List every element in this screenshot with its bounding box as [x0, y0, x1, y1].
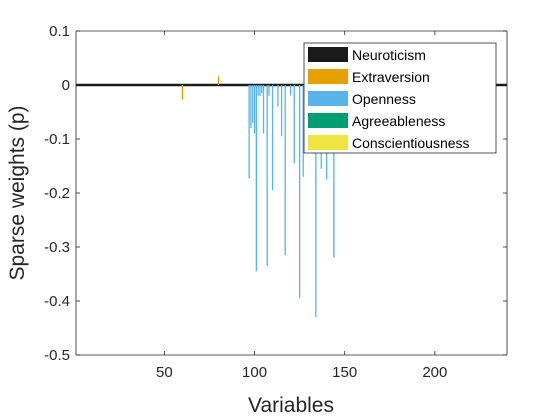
legend-label-conscientiousness: Conscientiousness: [352, 135, 470, 151]
y-tick-label: -0.2: [44, 185, 70, 202]
y-axis-label: Sparse weights (p): [6, 105, 29, 280]
y-axis-ticks: 0.1 0 -0.1 -0.2 -0.3 -0.4 -0.5: [44, 23, 507, 364]
y-tick-label: 0: [62, 77, 70, 94]
x-tick-label: 50: [156, 364, 173, 381]
y-tick-label: -0.4: [44, 293, 70, 310]
x-tick-label: 150: [332, 364, 357, 381]
legend-swatch-neuroticism: [308, 47, 348, 62]
y-tick-label: 0.1: [49, 23, 70, 40]
legend-swatch-openness: [308, 91, 348, 106]
legend-label-neuroticism: Neuroticism: [352, 47, 426, 63]
x-axis-ticks: 50 100 150 200: [156, 31, 447, 381]
y-tick-label: -0.1: [44, 131, 70, 148]
legend-swatch-agreeableness: [308, 113, 348, 128]
y-tick-label: -0.3: [44, 239, 70, 256]
legend-swatch-extraversion: [308, 69, 348, 84]
legend-label-extraversion: Extraversion: [352, 69, 430, 85]
legend-swatch-conscientiousness: [308, 135, 348, 150]
x-tick-label: 100: [242, 364, 267, 381]
x-tick-label: 200: [422, 364, 447, 381]
x-axis-label: Variables: [248, 394, 334, 417]
legend-label-openness: Openness: [352, 91, 416, 107]
legend: Neuroticism Extraversion Openness Agreeable…: [303, 42, 497, 154]
legend-label-agreeableness: Agreeableness: [352, 113, 445, 129]
y-tick-label: -0.5: [44, 347, 70, 364]
